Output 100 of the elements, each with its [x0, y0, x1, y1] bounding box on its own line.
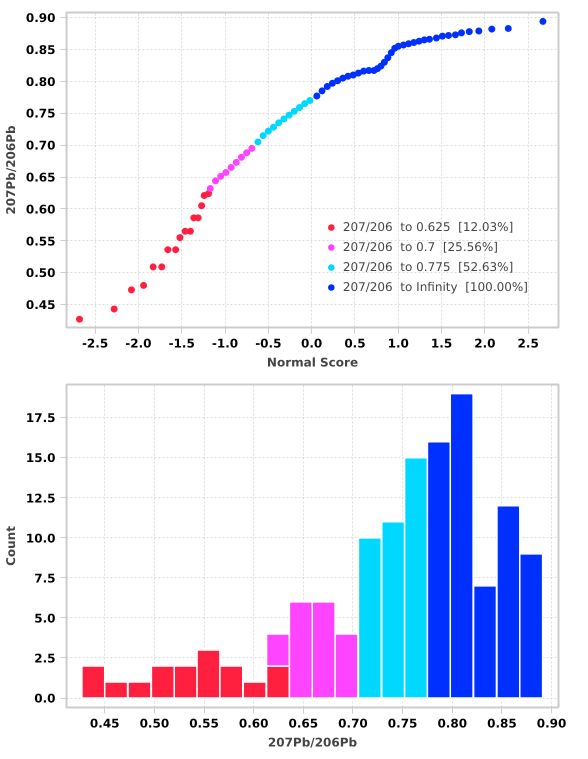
point — [388, 49, 395, 56]
point — [354, 70, 362, 77]
x-tick-label: 0.50 — [140, 716, 170, 730]
point — [318, 87, 326, 94]
point — [232, 158, 240, 166]
point — [350, 71, 357, 78]
point — [380, 58, 388, 66]
y-tick-label: 5.0 — [34, 611, 56, 626]
point — [466, 28, 473, 36]
point — [384, 54, 392, 62]
point — [172, 246, 180, 254]
x-tick-label: -0.5 — [255, 336, 282, 350]
point — [194, 214, 202, 222]
point — [416, 38, 423, 45]
point — [260, 132, 267, 140]
point — [198, 202, 206, 210]
y-tick-label: 0.0 — [34, 692, 56, 706]
point — [186, 228, 194, 235]
y-tick-label: 0.60 — [26, 202, 56, 216]
point — [475, 28, 482, 34]
x-tick-label: 0.5 — [344, 336, 366, 350]
y-tick-label: 0.80 — [26, 74, 56, 89]
x-tick-label: -2.5 — [82, 336, 108, 350]
point — [212, 177, 219, 184]
x-axis-title: 207Pb/206Pb — [268, 736, 358, 750]
x-tick-label: 1.5 — [430, 336, 452, 350]
point — [238, 154, 245, 161]
point — [328, 80, 336, 87]
y-tick-label: 12.5 — [26, 491, 56, 506]
x-tick-label: 0.0 — [301, 336, 322, 350]
legend-label: 207/206 to 0.625 [12.03%] — [342, 220, 514, 234]
point — [452, 31, 459, 38]
point — [488, 26, 496, 33]
point — [280, 115, 288, 122]
y-tick-label: 15.0 — [26, 451, 56, 466]
point — [140, 282, 148, 289]
point — [432, 34, 440, 42]
y-axis-title: Count — [4, 526, 18, 566]
point — [296, 104, 304, 112]
point — [290, 108, 298, 115]
y-tick-label: 0.85 — [26, 42, 56, 57]
x-tick-label: 0.85 — [487, 716, 517, 730]
point — [426, 36, 433, 43]
x-tick-label: 0.90 — [536, 716, 566, 730]
point — [270, 124, 278, 131]
x-tick-label: 1.0 — [388, 336, 409, 350]
point — [334, 77, 342, 84]
y-tick-label: 0.75 — [26, 106, 56, 121]
point — [206, 185, 214, 192]
y-tick-label: 0.55 — [26, 234, 56, 248]
legend-label: 207/206 to 0.7 [25.56%] — [342, 240, 498, 254]
point — [217, 172, 224, 180]
legend-label: 207/206 to Infinity [100.00%] — [342, 280, 528, 294]
y-tick-label: 0.50 — [26, 266, 56, 280]
point — [228, 164, 235, 171]
y-tick-label: 17.5 — [26, 411, 56, 426]
y-tick-label: 10.0 — [26, 531, 56, 546]
point — [539, 18, 546, 25]
point — [248, 144, 256, 152]
point — [176, 234, 184, 242]
point — [306, 97, 314, 104]
point — [264, 128, 272, 135]
legend-label: 207/206 to 0.775 [52.63%] — [342, 260, 514, 274]
point — [158, 263, 166, 270]
y-tick-label: 2.5 — [34, 651, 56, 666]
y-axis-title: 207Pb/206Pb — [4, 124, 18, 215]
point — [504, 24, 512, 32]
x-tick-label: 0.55 — [189, 716, 219, 730]
y-tick-label: 0.70 — [26, 138, 56, 153]
point — [243, 149, 250, 156]
point — [222, 169, 230, 176]
x-tick-label: 2.0 — [474, 336, 496, 350]
point — [150, 263, 157, 270]
point — [164, 246, 172, 254]
x-axis-title: Normal Score — [266, 356, 358, 370]
x-tick-label: -1.0 — [212, 336, 238, 350]
x-tick-label: -1.5 — [168, 336, 195, 350]
point — [275, 119, 282, 126]
x-tick-label: -2.0 — [125, 336, 152, 350]
y-tick-label: 0.65 — [26, 170, 56, 185]
y-tick-label: 0.45 — [26, 298, 56, 312]
point — [438, 32, 446, 40]
y-tick-label: 7.5 — [34, 571, 56, 586]
point — [254, 138, 262, 146]
point — [286, 112, 293, 119]
point — [128, 286, 135, 294]
x-tick-label: 2.5 — [518, 336, 539, 350]
y-tick-label: 0.90 — [26, 11, 56, 26]
point — [444, 32, 452, 39]
point — [458, 29, 465, 36]
x-tick-label: 0.70 — [338, 716, 368, 730]
point — [110, 306, 118, 312]
point — [313, 92, 320, 100]
point — [76, 316, 83, 323]
x-tick-label: 0.75 — [388, 716, 418, 730]
x-tick-label: 0.65 — [288, 716, 318, 730]
x-tick-label: 0.45 — [90, 716, 120, 730]
x-tick-label: 0.60 — [238, 716, 268, 730]
point — [301, 100, 308, 108]
point — [324, 82, 331, 90]
